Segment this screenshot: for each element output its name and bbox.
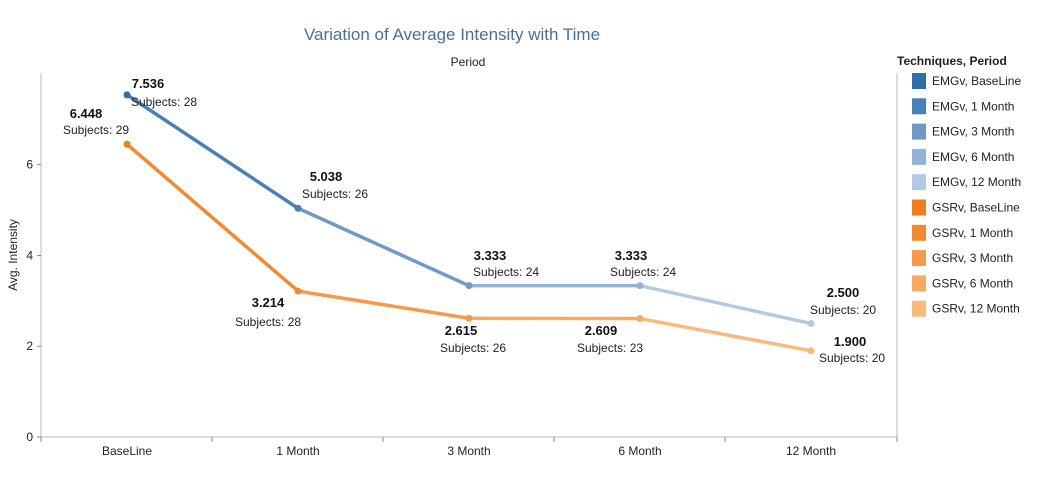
legend: Techniques, Period EMGv, BaseLine EMGv, 1… (897, 54, 1021, 317)
data-point (807, 320, 815, 327)
data-point (294, 287, 302, 295)
legend-item-label: EMGv, 1 Month (932, 99, 1014, 113)
data-value-label: 2.615 (445, 323, 478, 338)
x-tick-label: 6 Month (618, 444, 661, 458)
x-tick-label: 1 Month (276, 444, 319, 458)
y-axis-label: Avg. Intensity (6, 219, 20, 291)
data-value-label: 2.500 (827, 285, 860, 300)
series-points (123, 91, 815, 355)
data-value-label: 3.333 (474, 248, 507, 263)
legend-title: Techniques, Period (897, 54, 1007, 68)
data-point (636, 282, 644, 290)
legend-swatch (912, 199, 926, 216)
data-subjects-label: Subjects: 26 (302, 187, 368, 201)
data-value-label: 6.448 (70, 106, 103, 121)
legend-swatch (912, 123, 926, 140)
legend-swatch (912, 224, 926, 241)
legend-swatch (912, 98, 926, 115)
series-line-segment (125, 93, 300, 211)
data-subjects-label: Subjects: 20 (819, 351, 885, 365)
data-value-label: 5.038 (310, 169, 343, 184)
data-subjects-label: Subjects: 28 (131, 95, 197, 109)
legend-item-label: GSRv, BaseLine (932, 201, 1020, 215)
series-lines (125, 93, 813, 353)
x-tick-label: BaseLine (102, 444, 152, 458)
y-tick-label: 2 (26, 339, 33, 353)
x-tick-label: 12 Month (786, 444, 836, 458)
column-header: Period (451, 55, 486, 69)
data-subjects-label: Subjects: 20 (810, 303, 876, 317)
axes (40, 73, 898, 438)
legend-item-label: EMGv, BaseLine (932, 74, 1021, 88)
y-tick-label: 6 (26, 158, 33, 172)
legend-item-label: EMGv, 3 Month (932, 125, 1014, 139)
series-line-segment (638, 316, 813, 353)
legend-swatch (912, 250, 926, 267)
data-point (465, 282, 473, 290)
series-line-segment (125, 142, 300, 293)
legend-swatch (912, 300, 926, 317)
data-value-label: 1.900 (834, 334, 867, 349)
data-value-label: 3.214 (252, 295, 285, 310)
legend-swatch (912, 73, 926, 89)
data-subjects-label: Subjects: 23 (577, 341, 643, 355)
data-point (807, 347, 815, 355)
legend-item-label: GSRv, 1 Month (932, 226, 1013, 240)
x-ticks: BaseLine 1 Month 3 Month 6 Month 12 Month (40, 437, 898, 458)
data-point (294, 204, 302, 212)
series-line-segment (638, 283, 813, 326)
x-tick-label: 3 Month (447, 444, 490, 458)
data-subjects-label: Subjects: 29 (63, 123, 129, 137)
data-value-label: 7.536 (132, 76, 165, 91)
data-point (123, 140, 131, 148)
legend-item-label: EMGv, 12 Month (932, 175, 1021, 189)
legend-swatch (912, 148, 926, 165)
legend-item-label: GSRv, 12 Month (932, 302, 1020, 316)
data-value-label: 2.609 (585, 323, 618, 338)
data-subjects-label: Subjects: 26 (440, 341, 506, 355)
legend-swatch (912, 275, 926, 292)
legend-item-label: EMGv, 6 Month (932, 150, 1014, 164)
data-subjects-label: Subjects: 24 (473, 265, 539, 279)
data-subjects-label: Subjects: 24 (610, 265, 676, 279)
y-tick-label: 0 (26, 430, 33, 444)
series-line-segment (296, 206, 471, 288)
legend-item-label: GSRv, 6 Month (932, 276, 1013, 290)
data-subjects-label: Subjects: 28 (235, 315, 301, 329)
legend-item-label: GSRv, 3 Month (932, 251, 1013, 265)
series-line-segment (296, 289, 471, 321)
y-ticks: 0 2 4 6 (26, 158, 41, 444)
data-point (123, 91, 131, 99)
data-point (465, 314, 473, 322)
legend-swatch (912, 174, 926, 191)
data-labels: 7.536 Subjects: 28 5.038 Subjects: 26 3.333 S… (63, 76, 885, 365)
data-point (636, 315, 644, 323)
y-tick-label: 4 (26, 248, 33, 262)
chart-title: Variation of Average Intensity with Time (304, 25, 600, 44)
data-value-label: 3.333 (615, 248, 648, 263)
